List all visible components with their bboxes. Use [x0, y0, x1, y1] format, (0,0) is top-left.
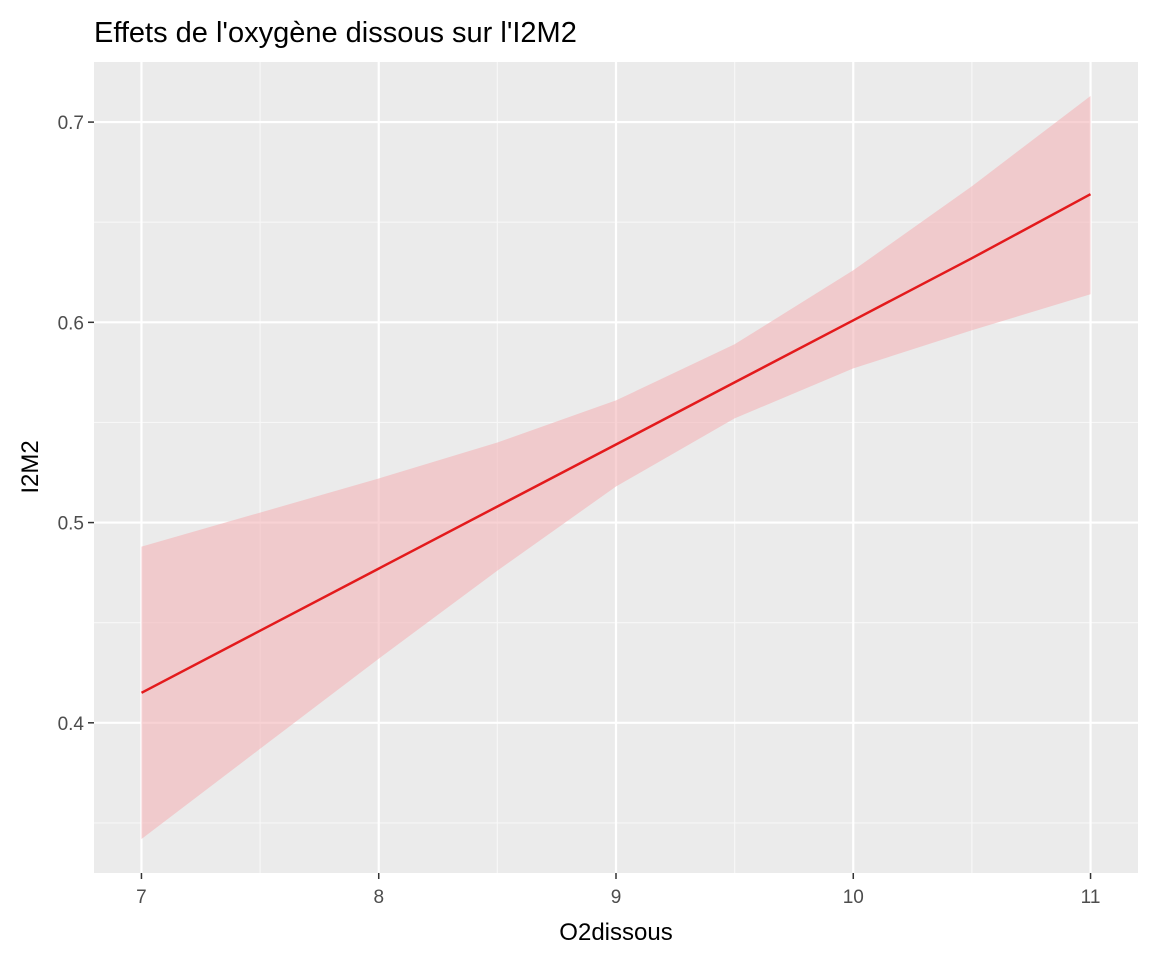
- confidence-band-group: [141, 96, 1091, 839]
- x-tick-label: 11: [1081, 887, 1101, 908]
- y-tick-label: 0.7: [58, 113, 84, 134]
- y-axis: 0.4 0.5 0.6 0.7: [58, 113, 94, 735]
- y-axis-title: I2M2: [17, 440, 44, 493]
- y-tick-label: 0.4: [58, 714, 85, 735]
- x-tick-label: 7: [136, 887, 147, 908]
- x-tick-label: 10: [843, 887, 864, 908]
- confidence-band: [141, 96, 1091, 839]
- x-tick-label: 8: [373, 887, 384, 908]
- fit-line: [140, 193, 1092, 694]
- x-axis: 7 8 9 10 11: [136, 873, 1100, 908]
- chart-title: Effets de l'oxygène dissous sur l'I2M2: [94, 17, 577, 49]
- x-axis-title: O2dissous: [559, 919, 672, 946]
- y-tick-label: 0.6: [58, 313, 84, 334]
- y-tick-label: 0.5: [58, 514, 84, 535]
- x-tick-label: 9: [611, 887, 622, 908]
- fit-line-group: [140, 193, 1092, 694]
